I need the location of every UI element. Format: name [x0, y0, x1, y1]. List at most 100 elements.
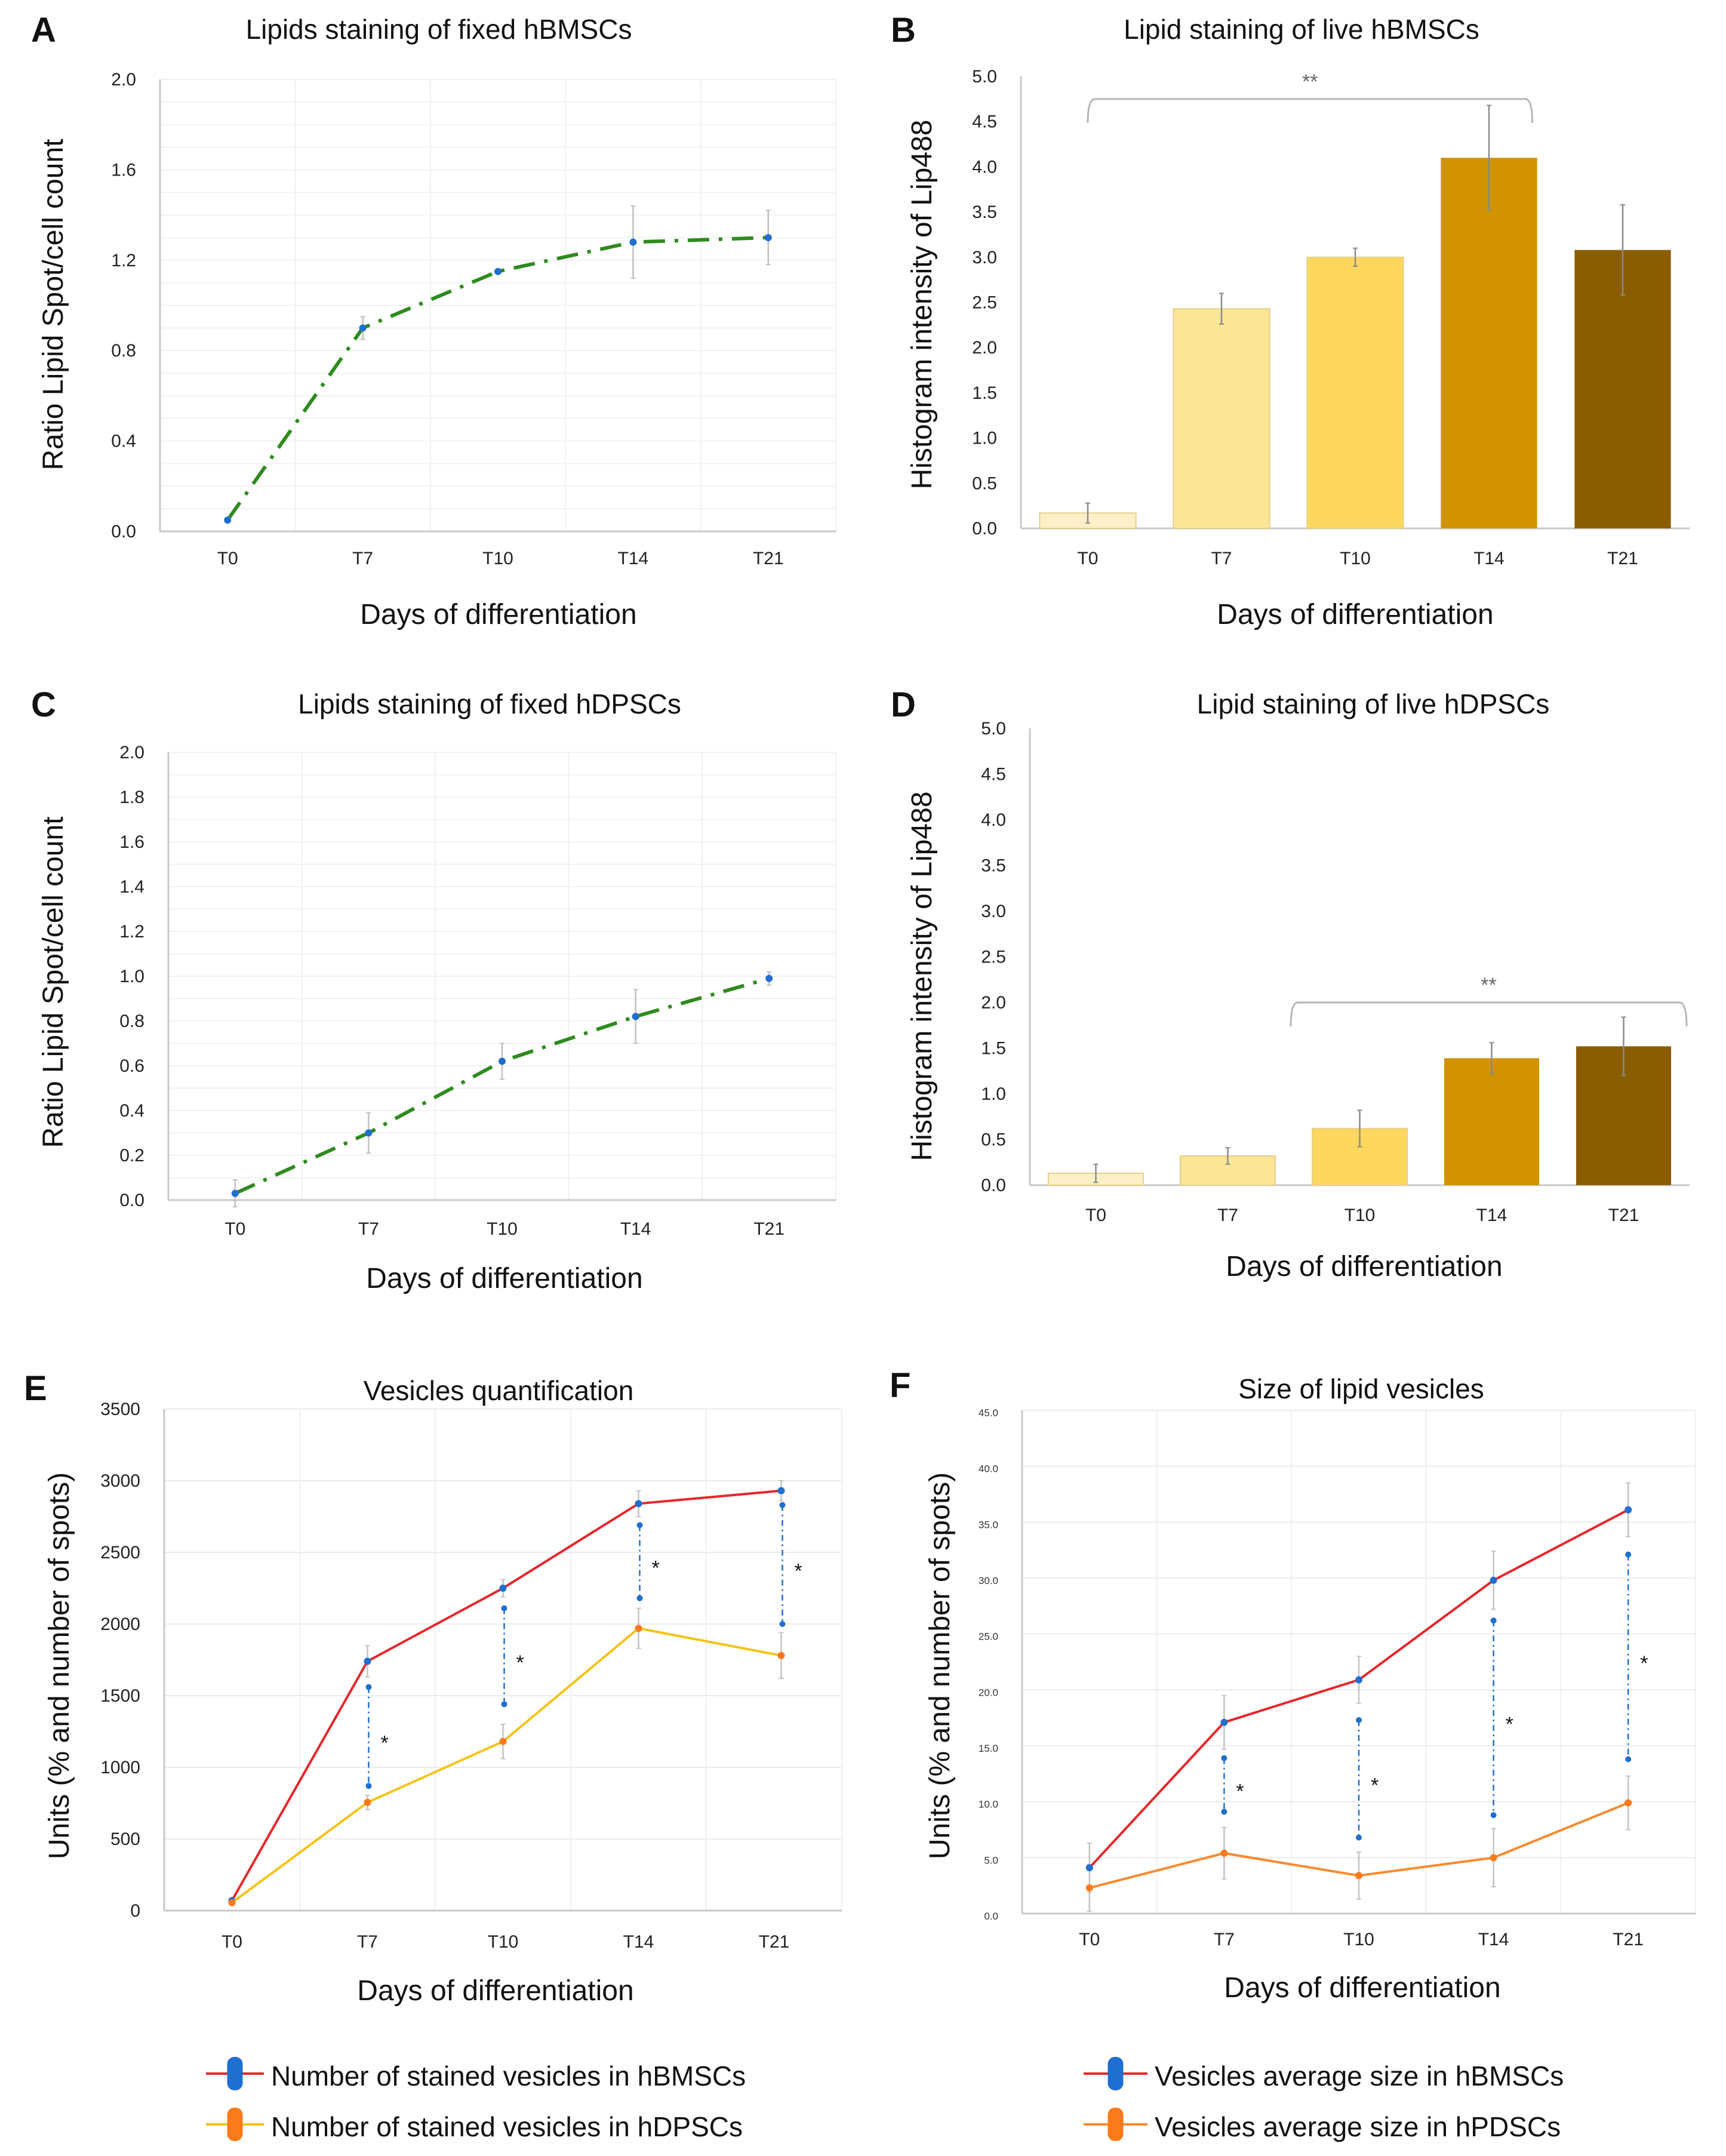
legend: Vesicles average size in hBMSCs Vesicles … [1084, 2057, 1564, 2142]
y-tick-label: 0.5 [981, 1130, 1006, 1150]
x-tick-label: T10 [1343, 1930, 1374, 1949]
y-tick-label: 0.0 [972, 519, 997, 539]
x-tick-label: T7 [352, 549, 373, 568]
y-tick-label: 0.6 [119, 1056, 144, 1076]
bar [1574, 250, 1671, 528]
data-point [359, 324, 367, 332]
y-tick-label: 2.0 [119, 743, 144, 762]
panel-C: C Lipids staining of fixed hDPSCs Days of … [31, 685, 836, 1294]
chart-title: Lipid staining of live hDPSCs [1197, 688, 1550, 719]
y-tick-label: 5.0 [972, 67, 997, 87]
x-tick-label: T14 [1473, 549, 1505, 568]
x-axis-label: Days of differentiation [366, 1263, 642, 1294]
y-tick-label: 4.5 [972, 112, 997, 132]
y-tick-label: 1.2 [111, 251, 136, 270]
y-tick-label: 1.2 [119, 922, 144, 942]
x-tick-label: T0 [1079, 1930, 1100, 1949]
data-point [231, 1189, 239, 1197]
y-tick-label: 45.0 [979, 1407, 998, 1419]
y-tick-label: 40.0 [979, 1463, 998, 1475]
y-axis-label: Ratio Lipid Spot/cell count [38, 139, 69, 470]
data-point [1490, 1576, 1497, 1584]
y-tick-label: 2.0 [972, 338, 997, 358]
y-tick-label: 25.0 [979, 1631, 998, 1643]
x-axis-label: Days of differentiation [360, 599, 636, 631]
x-tick-label: T14 [620, 1219, 651, 1239]
x-tick-label: T7 [1214, 1930, 1235, 1949]
data-point [629, 238, 637, 246]
y-tick-label: 30.0 [979, 1575, 998, 1586]
data-point [632, 1013, 639, 1020]
significance-label: * [652, 1557, 660, 1580]
data-point [1355, 1872, 1362, 1880]
y-tick-label: 3000 [100, 1471, 140, 1491]
data-point [777, 1651, 785, 1659]
x-axis-label: Days of differentiation [1226, 1251, 1502, 1282]
x-axis-label: Days of differentiation [1224, 1972, 1500, 2004]
data-point [499, 1585, 507, 1592]
panel-letter: E [24, 1369, 47, 1408]
y-tick-label: 15.0 [979, 1743, 998, 1754]
bar [1173, 308, 1270, 530]
y-axis-label: Units (% and number of spots) [44, 1472, 75, 1859]
legend-label: Number of stained vesicles in hBMSCs [271, 2060, 746, 2092]
x-tick-label: T10 [482, 549, 513, 568]
legend-marker [1107, 2108, 1124, 2141]
y-tick-label: 1.5 [972, 383, 997, 403]
y-tick-label: 2.0 [111, 70, 136, 90]
y-tick-label: 1.6 [111, 160, 136, 180]
panel-letter: A [31, 11, 56, 50]
panel-A: A Lipids staining of fixed hBMSCs Days of … [31, 11, 836, 631]
data-point [1085, 1884, 1093, 1892]
x-tick-label: T7 [358, 1219, 379, 1239]
legend-marker [227, 2108, 243, 2141]
y-axis-label: Units (% and number of spots) [924, 1472, 956, 1859]
panel-F: F Size of lipid vesicles Days of different… [890, 1366, 1696, 2142]
significance-label: * [1640, 1652, 1648, 1675]
data-point [1625, 1799, 1632, 1807]
panel-letter: D [891, 685, 916, 724]
significance-bar-end [636, 1595, 643, 1601]
y-tick-label: 0.4 [111, 432, 136, 451]
significance-label: * [516, 1651, 524, 1674]
y-axis-label: Histogram intensity of Lip488 [906, 792, 938, 1161]
significance-bar-end [779, 1502, 786, 1508]
x-tick-label: T10 [1345, 1205, 1376, 1225]
series-line [226, 235, 768, 521]
x-tick-label: T0 [224, 1219, 245, 1239]
y-tick-label: 0.8 [119, 1011, 144, 1031]
y-tick-label: 0.0 [984, 1911, 998, 1922]
significance-bar-end [1356, 1834, 1362, 1841]
panel-D: D Lipid staining of live hDPSCs Days of di… [891, 685, 1690, 1282]
x-tick-label: T7 [357, 1932, 378, 1952]
series-line [231, 1627, 782, 1904]
legend: Number of stained vesicles in hBMSCs Numb… [206, 2057, 746, 2142]
x-tick-label: T7 [1211, 549, 1232, 568]
y-tick-label: 1.0 [972, 429, 997, 448]
y-tick-label: 0.0 [981, 1176, 1006, 1195]
data-point [228, 1899, 236, 1906]
x-tick-label: T7 [1217, 1205, 1238, 1225]
y-tick-label: 35.0 [979, 1519, 998, 1530]
significance-bracket [1087, 98, 1534, 123]
y-tick-label: 2000 [100, 1614, 140, 1634]
significance-bar-end [1221, 1809, 1227, 1815]
y-tick-label: 1.5 [981, 1039, 1006, 1059]
bar [1441, 158, 1537, 528]
x-tick-label: T10 [1340, 549, 1371, 568]
legend-label: Number of stained vesicles in hDPSCs [271, 2111, 743, 2142]
legend-item: Vesicles average size in hBMSCs [1084, 2057, 1564, 2092]
data-point [499, 1737, 507, 1745]
y-tick-label: 2.0 [981, 993, 1006, 1013]
y-tick-label: 4.0 [981, 810, 1006, 830]
data-point [224, 516, 232, 524]
y-tick-label: 1.8 [119, 788, 144, 807]
legend-item: Number of stained vesicles in hBMSCs [206, 2057, 746, 2092]
x-tick-label: T21 [1613, 1930, 1644, 1949]
x-tick-label: T21 [753, 549, 784, 568]
y-tick-label: 5.0 [981, 719, 1006, 739]
x-tick-label: T0 [217, 549, 238, 568]
y-tick-label: 4.5 [981, 765, 1006, 785]
y-tick-label: 500 [110, 1829, 140, 1849]
